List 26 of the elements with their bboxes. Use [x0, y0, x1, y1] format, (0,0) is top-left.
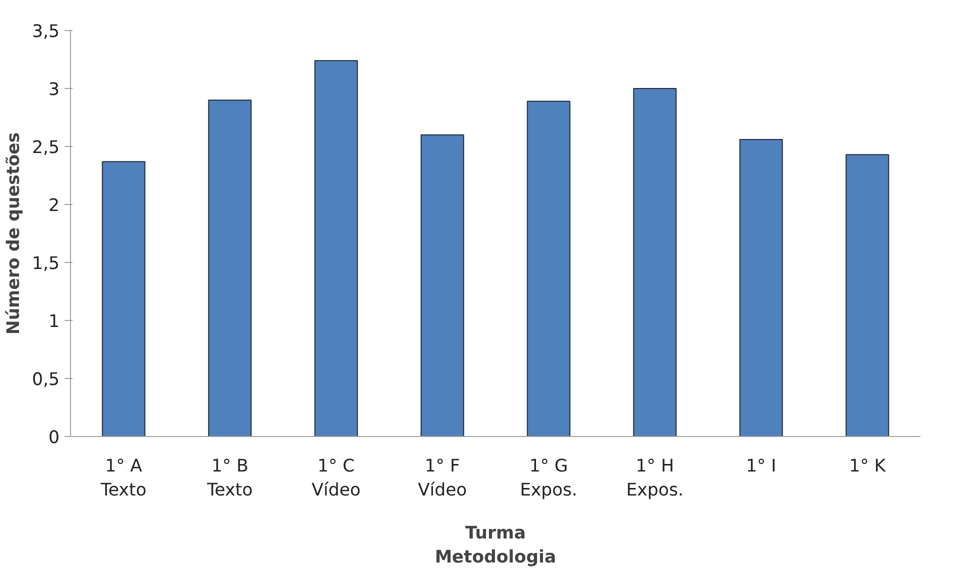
bar [102, 161, 146, 436]
bar [526, 100, 570, 436]
bar [633, 88, 677, 436]
y-tick-label: 1 [48, 312, 60, 332]
bar [846, 154, 890, 436]
y-tick-label: 3,5 [32, 22, 60, 42]
bar [420, 134, 464, 436]
y-tick-label: 2 [48, 196, 60, 216]
x-axis-title: Turma Metodologia [434, 524, 556, 568]
y-tick-label: 0 [48, 428, 60, 448]
y-tick-label: 2,5 [32, 138, 60, 158]
x-tick-label: 1° B Texto [206, 456, 253, 500]
x-tick-label: 1° C Vídeo [312, 456, 361, 500]
y-tick-label: 3 [48, 80, 60, 100]
x-tick-label: 1° H Expos. [626, 456, 684, 500]
y-tick-label: 1,5 [32, 254, 60, 274]
bar [314, 60, 358, 436]
bar [739, 139, 783, 436]
x-tick-label: 1° F Vídeo [418, 456, 467, 500]
y-tick-label: 0,5 [32, 370, 60, 390]
x-tick-label: 1° K [849, 456, 886, 476]
y-axis-title: Número de questões [4, 132, 24, 335]
x-tick-label: 1° A Texto [100, 456, 146, 500]
x-tick-label: 1° G Expos. [520, 456, 578, 500]
bar [208, 100, 252, 436]
x-tick-label: 1° I [746, 456, 776, 476]
